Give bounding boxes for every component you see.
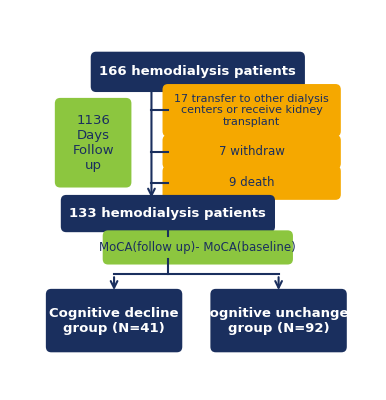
FancyBboxPatch shape [46, 289, 182, 352]
Text: MoCA(follow up)- MoCA(baseline): MoCA(follow up)- MoCA(baseline) [100, 241, 296, 254]
FancyBboxPatch shape [210, 289, 347, 352]
FancyBboxPatch shape [61, 195, 275, 232]
FancyBboxPatch shape [55, 98, 131, 188]
Text: 166 hemodialysis patients: 166 hemodialysis patients [99, 65, 296, 78]
Text: 7 withdraw: 7 withdraw [219, 146, 284, 158]
Text: Cognitive unchanged
group (N=92): Cognitive unchanged group (N=92) [200, 306, 357, 334]
FancyBboxPatch shape [163, 84, 341, 137]
Text: 133 hemodialysis patients: 133 hemodialysis patients [69, 207, 266, 220]
Text: Cognitive decline
group (N=41): Cognitive decline group (N=41) [49, 306, 179, 334]
FancyBboxPatch shape [103, 230, 293, 264]
FancyBboxPatch shape [91, 52, 305, 92]
FancyBboxPatch shape [163, 166, 341, 200]
Text: 9 death: 9 death [229, 176, 274, 189]
FancyBboxPatch shape [163, 135, 341, 169]
Text: 1136
Days
Follow
up: 1136 Days Follow up [72, 114, 114, 172]
Text: 17 transfer to other dialysis
centers or receive kidney
transplant: 17 transfer to other dialysis centers or… [174, 94, 329, 127]
